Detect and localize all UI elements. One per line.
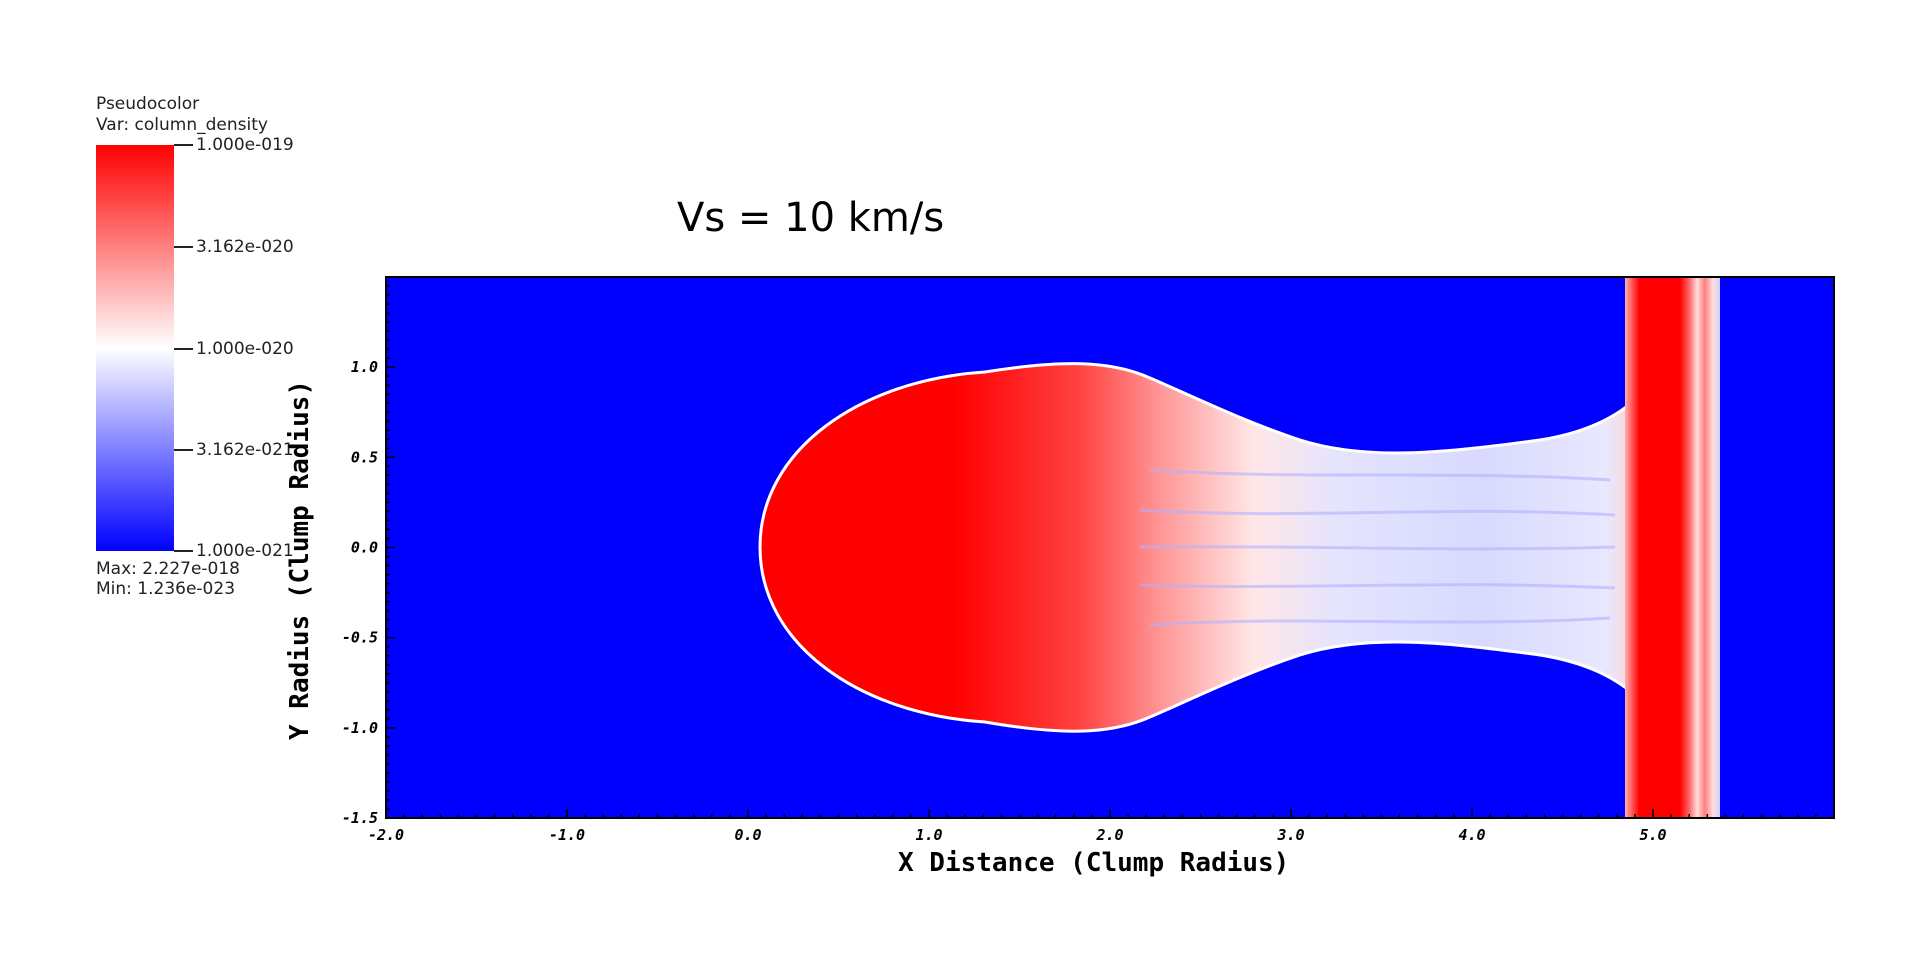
x-tick-label: -2.0 [368, 826, 404, 844]
legend-tick-label: 1.000e-019 [196, 135, 294, 155]
clump-tail-streaks [1139, 468, 1616, 627]
x-axis: -2.0 -1.0 0.0 1.0 2.0 3.0 4.0 5.0 [368, 809, 1835, 844]
x-tick-label: -1.0 [549, 826, 585, 844]
y-tick-label: -0.5 [342, 629, 378, 647]
x-tick-label: 4.0 [1458, 826, 1485, 844]
x-tick-label: 0.0 [734, 826, 761, 844]
y-axis-label: Y Radius (Clump Radius) [285, 379, 315, 740]
x-tick-label: 2.0 [1095, 826, 1123, 844]
legend-plot-type: Pseudocolor [96, 94, 200, 114]
y-tick-label: -1.0 [342, 719, 378, 737]
legend-tick-mark [174, 144, 193, 146]
shock-front [1625, 277, 1720, 818]
y-tick-label: 0.0 [351, 539, 378, 557]
legend-tick-label: 1.000e-021 [196, 541, 294, 561]
legend-tick-mark [174, 348, 193, 350]
legend-tick-mark [174, 449, 193, 451]
y-tick-label: -1.5 [342, 809, 378, 827]
legend-tick-mark [174, 550, 193, 552]
chart-title: Vs = 10 km/s [677, 195, 945, 241]
legend-variable: Var: column_density [96, 115, 268, 135]
y-axis: -1.5 -1.0 -0.5 0.0 0.5 1.0 [342, 276, 395, 827]
x-tick-label: 5.0 [1639, 826, 1666, 844]
y-tick-label: 0.5 [351, 448, 378, 466]
legend-tick-mark [174, 246, 193, 248]
legend-tick-label: 3.162e-021 [196, 440, 294, 460]
legend-min: Min: 1.236e-023 [96, 579, 236, 599]
x-tick-label: 1.0 [915, 826, 942, 844]
y-tick-label: 1.0 [351, 358, 378, 376]
legend-max: Max: 2.227e-018 [96, 559, 240, 579]
legend-color-bar [96, 145, 174, 551]
x-axis-label: X Distance (Clump Radius) [898, 848, 1290, 878]
legend-tick-label: 3.162e-020 [196, 237, 294, 257]
x-tick-label: 3.0 [1276, 826, 1304, 844]
legend-tick-label: 1.000e-020 [196, 339, 294, 359]
